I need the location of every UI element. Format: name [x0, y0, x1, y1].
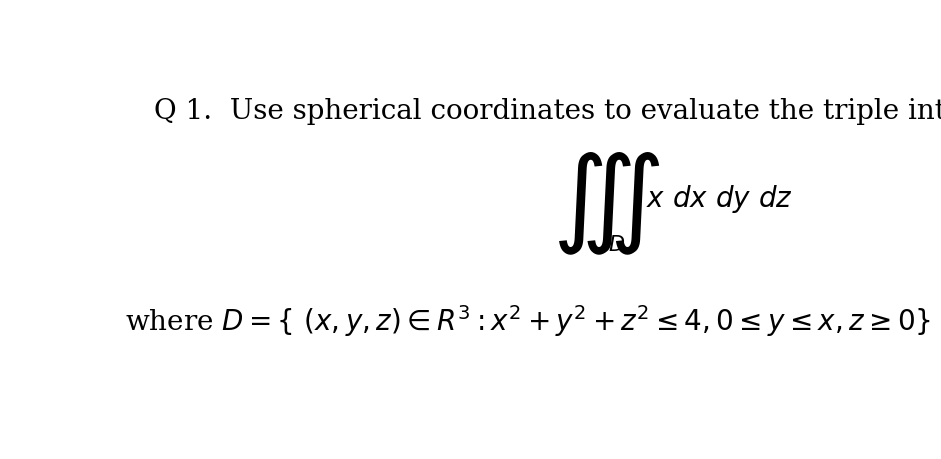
Text: $\iiint$: $\iiint$	[551, 151, 660, 257]
Text: Q 1.  Use spherical coordinates to evaluate the triple integral: Q 1. Use spherical coordinates to evalua…	[154, 97, 941, 124]
Text: where $D = \{\ (x, y, z) \in R^3 : x^2 + y^2 + z^2 \leq 4, 0 \leq y \leq x, z \g: where $D = \{\ (x, y, z) \in R^3 : x^2 +…	[125, 302, 931, 338]
Text: $x\ dx\ dy\ dz$: $x\ dx\ dy\ dz$	[646, 182, 793, 214]
Text: $D$: $D$	[608, 234, 625, 254]
